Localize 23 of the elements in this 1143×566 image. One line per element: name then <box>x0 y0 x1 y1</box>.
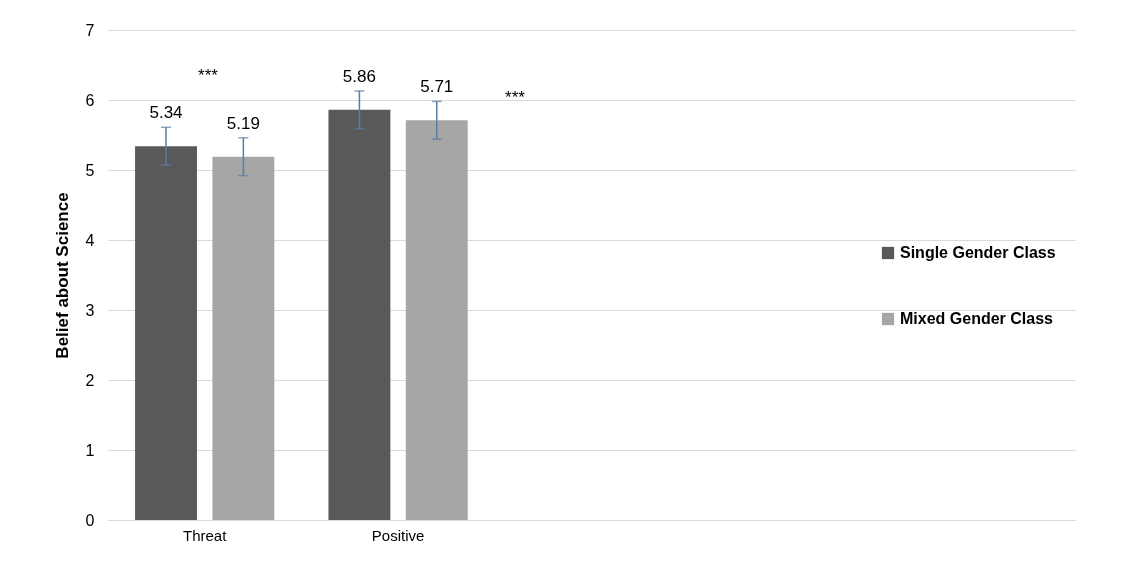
data-label: 5.34 <box>149 103 183 123</box>
annotation: *** <box>505 88 526 107</box>
data-label: 5.19 <box>226 113 260 133</box>
bar <box>135 146 197 520</box>
data-label: 5.71 <box>420 77 454 97</box>
y-tick-label: 1 <box>85 441 95 459</box>
annotation: *** <box>198 66 219 85</box>
bar <box>328 109 391 520</box>
y-tick-label: 2 <box>85 371 95 389</box>
data-label: 5.86 <box>342 66 376 86</box>
bar <box>212 156 275 520</box>
y-tick-label: 0 <box>85 511 95 529</box>
y-tick-label: 4 <box>85 231 95 249</box>
y-axis-title: Belief about Science <box>52 192 72 359</box>
legend-label: Mixed Gender Class <box>900 310 1054 327</box>
x-tick-label: Positive <box>371 526 425 544</box>
bar <box>405 120 468 520</box>
y-tick-label: 5 <box>85 161 95 179</box>
x-tick-label: Threat <box>183 526 228 544</box>
y-tick-label: 3 <box>85 301 95 319</box>
legend-label: Single Gender Class <box>900 244 1056 261</box>
y-tick-label: 6 <box>85 91 95 109</box>
y-tick-label: 7 <box>85 21 95 39</box>
